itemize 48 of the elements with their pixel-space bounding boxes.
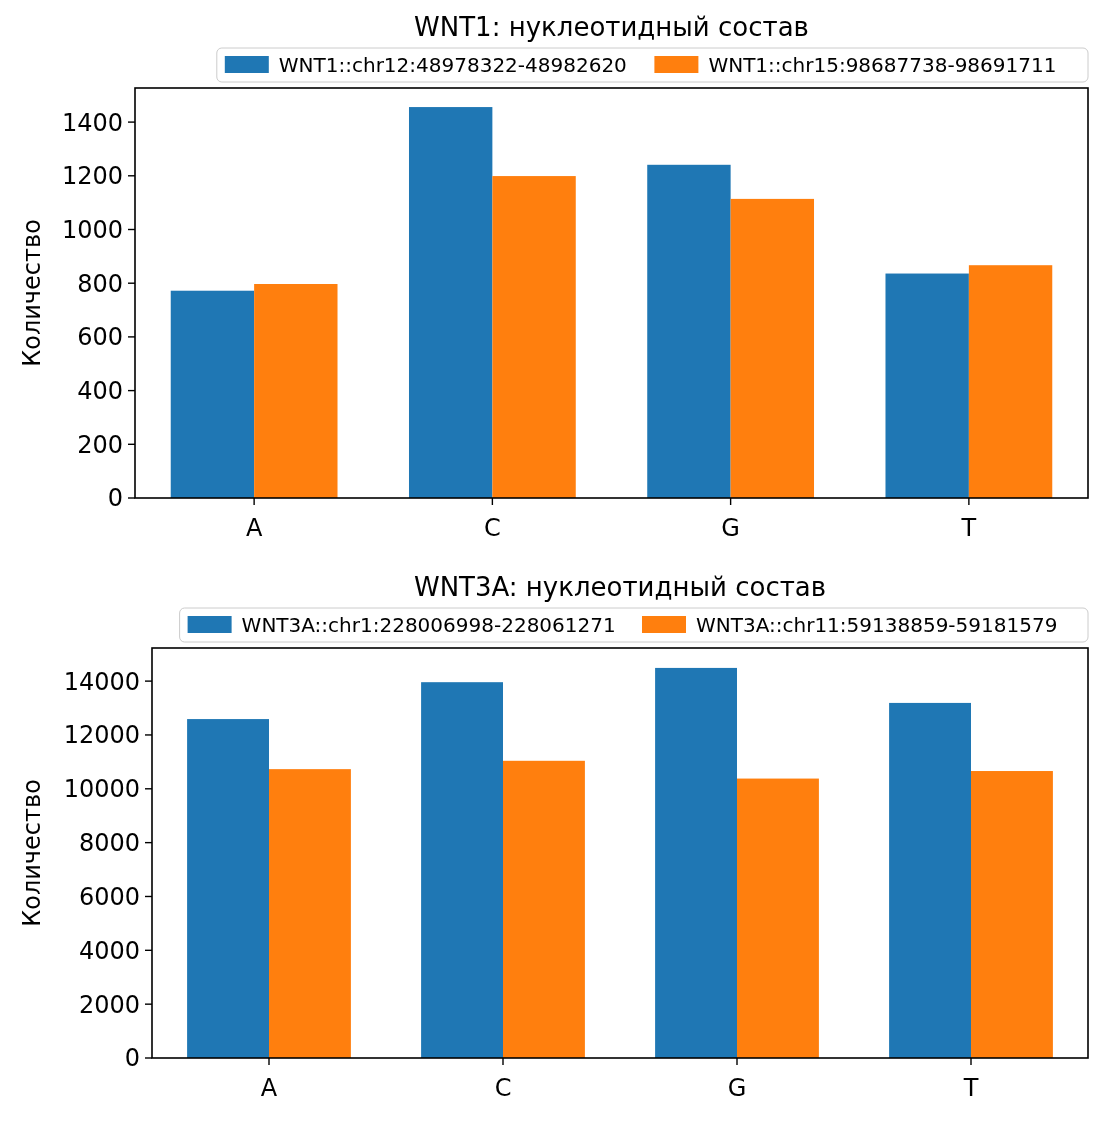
bar (889, 702, 971, 1058)
chart-title: WNT3A: нуклеотидный состав (413, 572, 827, 602)
y-tick-label: 10000 (63, 775, 140, 804)
y-tick-label: 1400 (61, 108, 123, 137)
bar (730, 198, 815, 498)
legend-label: WNT3A::chr11:59138859-59181579 (696, 613, 1058, 637)
y-tick-label: 0 (124, 1044, 140, 1073)
bar (737, 778, 819, 1058)
bar (655, 667, 737, 1058)
bar (503, 760, 585, 1058)
y-tick-label: 600 (77, 323, 123, 352)
y-tick-label: 6000 (78, 882, 140, 911)
x-tick-label: A (260, 1074, 278, 1102)
bar (421, 682, 503, 1058)
x-tick-label: G (727, 1074, 747, 1102)
bar (269, 769, 351, 1058)
y-tick-label: 14000 (63, 667, 140, 696)
chart-title: WNT1: нуклеотидный состав (414, 12, 809, 42)
y-tick-label: 0 (107, 484, 123, 513)
bar (647, 164, 731, 498)
y-tick-label: 12000 (63, 721, 140, 750)
y-axis-title: Количество (18, 219, 46, 367)
y-axis-title: Количество (18, 779, 46, 927)
bar (968, 265, 1053, 498)
y-tick-label: 1200 (61, 162, 123, 191)
x-tick-label: T (962, 1074, 979, 1102)
x-tick-label: T (960, 514, 977, 542)
y-tick-label: 2000 (78, 990, 140, 1019)
bar (492, 176, 576, 498)
bar (187, 719, 269, 1058)
x-tick-label: G (721, 514, 740, 542)
bar (885, 273, 969, 498)
legend-label: WNT1::chr12:48978322-48982620 (278, 53, 627, 77)
x-tick-label: A (245, 514, 263, 542)
x-tick-label: C (494, 1074, 512, 1102)
y-tick-label: 8000 (78, 829, 140, 858)
y-tick-label: 400 (77, 377, 123, 405)
y-tick-label: 800 (77, 269, 123, 298)
bar (408, 107, 493, 498)
legend-label: WNT3A::chr1:228006998-228061271 (241, 613, 616, 637)
bar (254, 284, 338, 498)
y-tick-label: 4000 (78, 936, 140, 965)
x-tick-label: C (483, 514, 501, 542)
legend-label: WNT1::chr15:98687738-98691711 (708, 53, 1057, 77)
bar (971, 771, 1053, 1058)
bar (170, 290, 255, 498)
y-tick-label: 200 (77, 430, 123, 459)
y-tick-label: 1000 (61, 215, 123, 244)
